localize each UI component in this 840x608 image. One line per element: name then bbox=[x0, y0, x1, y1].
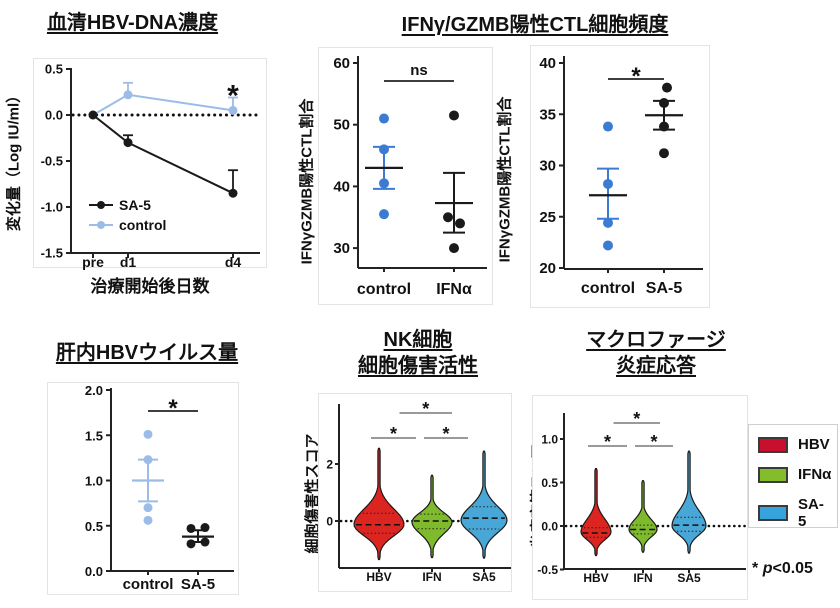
svg-text:40: 40 bbox=[539, 55, 556, 72]
panel-title-mac-line2: 炎症応答 bbox=[616, 355, 696, 377]
x-axis-label-serum: 治療開始後日数 bbox=[90, 277, 210, 296]
svg-text:pre: pre bbox=[82, 254, 104, 270]
svg-text:60: 60 bbox=[333, 55, 350, 72]
svg-text:SA-5: SA-5 bbox=[119, 197, 151, 213]
panel-title-liver-hbv: 肝内HBVウイルス量 bbox=[55, 342, 239, 364]
svg-text:*: * bbox=[650, 432, 657, 452]
svg-text:1.0: 1.0 bbox=[541, 433, 558, 447]
chart-ctl-control-vs-ifna: 60 50 40 30 control IFNα ns bbox=[318, 47, 493, 305]
svg-text:-1.5: -1.5 bbox=[41, 246, 63, 261]
svg-text:0.0: 0.0 bbox=[541, 520, 558, 534]
svg-text:HBV: HBV bbox=[366, 570, 391, 584]
chart-macrophage-violin: 1.0 0.5 0.0 -0.5 HBV IFN SA5 * * * bbox=[532, 395, 748, 600]
svg-text:1.5: 1.5 bbox=[85, 428, 103, 443]
svg-text:d1: d1 bbox=[120, 254, 137, 270]
significance-note-star: * bbox=[752, 560, 759, 577]
chart-liver-hbv: 2.0 1.5 1.0 0.5 0.0 control SA-5 * bbox=[47, 382, 239, 595]
panel-title-ctl-frequency: IFNγ/GZMB陽性CTL細胞頻度 bbox=[401, 14, 669, 36]
svg-text:*: * bbox=[442, 424, 449, 444]
chart-ctl-control-vs-sa5: 40 35 30 25 20 control SA-5 * bbox=[530, 45, 710, 308]
svg-text:-1.0: -1.0 bbox=[41, 200, 63, 215]
y-axis-label-ctl-sa5: IFNγGZMB陽性CTL割合 bbox=[496, 96, 514, 263]
svg-text:d4: d4 bbox=[225, 254, 242, 270]
svg-text:*: * bbox=[633, 409, 640, 429]
panel-title-serum-hbv-dna: 血清HBV-DNA濃度 bbox=[46, 12, 219, 34]
svg-text:IFN: IFN bbox=[422, 570, 441, 584]
svg-text:0.0: 0.0 bbox=[85, 564, 103, 579]
legend-swatch-ifna bbox=[758, 466, 788, 483]
panel-title-mac-line1: マクロファージ bbox=[586, 329, 726, 351]
svg-text:0.5: 0.5 bbox=[85, 519, 103, 534]
svg-text:35: 35 bbox=[539, 106, 556, 123]
svg-text:IFN: IFN bbox=[633, 571, 652, 585]
svg-text:0.0: 0.0 bbox=[45, 108, 63, 123]
svg-text:control: control bbox=[119, 217, 166, 233]
svg-text:*: * bbox=[422, 399, 429, 419]
y-axis-label-ctl-ifn: IFNγGZMB陽性CTL割合 bbox=[298, 98, 316, 265]
legend-item-sa5: SA-5 bbox=[758, 496, 828, 530]
svg-text:control: control bbox=[581, 280, 635, 297]
svg-text:control: control bbox=[357, 281, 411, 298]
svg-text:25: 25 bbox=[539, 209, 556, 226]
svg-text:*: * bbox=[168, 395, 178, 422]
significance-note-threshold: <0.05 bbox=[772, 560, 813, 577]
svg-text:20: 20 bbox=[539, 260, 556, 277]
svg-text:*: * bbox=[604, 432, 611, 452]
svg-text:0.5: 0.5 bbox=[541, 476, 558, 490]
y-axis-label-serum: 変化量（Log IU/ml） bbox=[5, 87, 23, 232]
svg-text:-0.5: -0.5 bbox=[537, 563, 558, 577]
svg-text:40: 40 bbox=[333, 178, 350, 195]
legend-swatch-sa5 bbox=[758, 505, 788, 521]
svg-text:IFNα: IFNα bbox=[436, 281, 472, 298]
svg-text:SA5: SA5 bbox=[677, 571, 701, 585]
svg-text:50: 50 bbox=[333, 117, 350, 134]
chart-serum-hbv-dna: 0.5 0.0 -0.5 -1.0 -1.5 pre d1 d4 SA-5 control * bbox=[33, 58, 267, 270]
legend-label-hbv: HBV bbox=[798, 436, 830, 453]
svg-text:0: 0 bbox=[326, 515, 333, 529]
svg-text:HBV: HBV bbox=[583, 571, 608, 585]
svg-text:1.0: 1.0 bbox=[85, 474, 103, 489]
svg-text:2: 2 bbox=[326, 458, 333, 472]
chart-nk-violin: 2 0 HBV IFN SA5 * * * bbox=[318, 393, 512, 592]
svg-text:*: * bbox=[390, 424, 397, 444]
svg-text:30: 30 bbox=[333, 240, 350, 257]
legend-swatch-hbv bbox=[758, 436, 788, 453]
panel-title-macrophage: マクロファージ 炎症応答 bbox=[556, 327, 756, 379]
legend-item-ifna: IFNα bbox=[758, 466, 832, 483]
svg-text:SA-5: SA-5 bbox=[646, 280, 683, 297]
panel-title-nk-line1: NK細胞 bbox=[383, 329, 453, 351]
figure-legend: HBV IFNα SA-5 bbox=[748, 424, 838, 530]
svg-text:*: * bbox=[227, 80, 239, 113]
legend-item-hbv: HBV bbox=[758, 436, 830, 453]
svg-text:30: 30 bbox=[539, 158, 556, 175]
legend-label-sa5: SA-5 bbox=[798, 496, 824, 530]
svg-text:2.0: 2.0 bbox=[85, 383, 103, 398]
svg-text:*: * bbox=[631, 63, 641, 90]
legend-label-ifna: IFNα bbox=[798, 466, 832, 483]
svg-text:ns: ns bbox=[410, 62, 428, 79]
significance-note: * p<0.05 bbox=[752, 560, 840, 578]
panel-title-nk: NK細胞 細胞傷害活性 bbox=[332, 327, 504, 379]
svg-text:SA-5: SA-5 bbox=[181, 576, 215, 593]
svg-text:-0.5: -0.5 bbox=[41, 154, 63, 169]
svg-text:0.5: 0.5 bbox=[45, 62, 63, 77]
svg-text:SA5: SA5 bbox=[472, 570, 496, 584]
significance-note-p: p bbox=[762, 560, 773, 577]
svg-text:control: control bbox=[123, 576, 174, 593]
panel-title-nk-line2: 細胞傷害活性 bbox=[358, 355, 478, 377]
